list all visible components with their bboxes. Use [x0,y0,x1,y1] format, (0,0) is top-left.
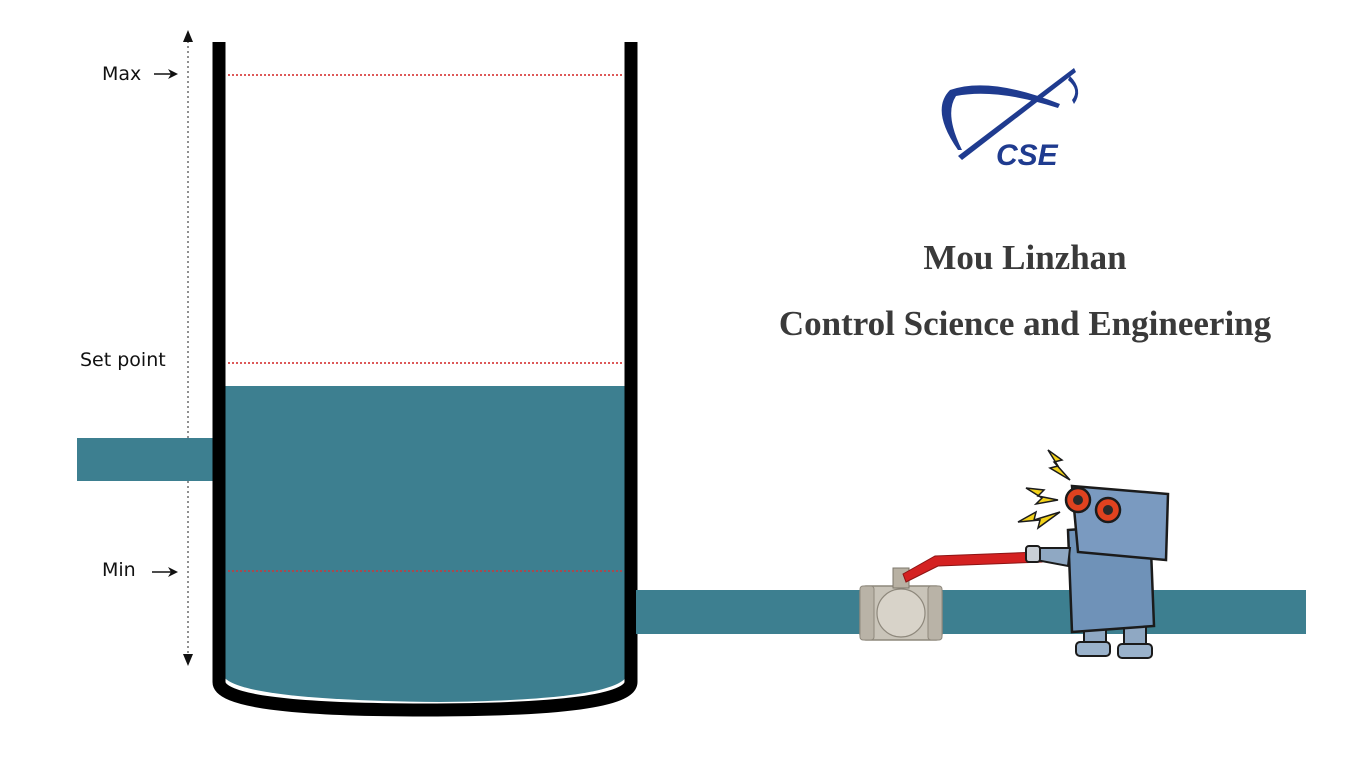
level-axis [183,30,193,666]
min-label: Min [102,559,136,581]
spark-icon [1025,487,1059,506]
department-name: Control Science and Engineering [778,304,1272,343]
min-arrow-icon [152,567,178,577]
spark-icon [1047,449,1071,481]
cse-logo: CSE [941,68,1079,172]
max-label: Max [102,63,141,85]
set-point-label: Set point [80,349,166,371]
ball-valve [859,551,1043,641]
water-volume [222,386,628,702]
robot-illustration [1017,449,1170,659]
max-arrow-icon [154,69,178,79]
logo-text: CSE [996,139,1059,172]
author-name: Mou Linzhan [923,238,1127,277]
axis-top-arrow-icon [183,30,193,42]
spark-icon [1017,510,1061,530]
axis-bottom-arrow-icon [183,654,193,666]
outlet-pipe [636,590,1306,634]
tank-wall [212,42,638,717]
valve-handle [902,551,1043,583]
inlet-pipe [77,438,217,481]
